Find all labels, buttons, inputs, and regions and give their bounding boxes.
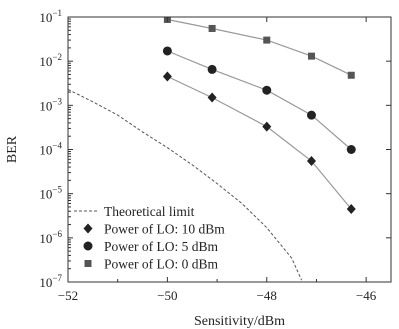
data-point <box>207 92 217 103</box>
series-3 <box>163 17 355 79</box>
data-point <box>262 85 272 95</box>
legend-swatch <box>84 260 92 267</box>
y-tick-label: 10−5 <box>39 185 62 202</box>
y-tick-label: 10−4 <box>39 141 62 158</box>
series-line <box>68 88 303 281</box>
data-point <box>307 52 315 60</box>
legend-swatch <box>83 241 93 251</box>
data-point <box>263 36 271 44</box>
series-line <box>167 50 352 150</box>
series-2 <box>162 46 356 154</box>
y-axis-title: BER <box>5 135 20 163</box>
y-tick-label: 10−2 <box>39 52 62 69</box>
data-point <box>162 71 172 82</box>
x-axis-title: Sensitivity/dBm <box>194 314 285 329</box>
y-tick-label: 10−1 <box>39 8 62 25</box>
x-tick-label: −48 <box>257 288 277 303</box>
series-line <box>167 75 352 210</box>
legend-swatch <box>83 223 93 234</box>
data-point <box>347 71 355 79</box>
x-tick-label: −46 <box>356 288 377 303</box>
legend-label: Power of LO: 5 dBm <box>104 239 218 254</box>
series-0 <box>68 88 303 281</box>
data-point <box>162 46 172 56</box>
legend-label: Power of LO: 10 dBm <box>104 222 225 237</box>
axis-layer: −52 −50 −48 −46 10−1 10−2 10−3 10−4 10−5 10−6 10−7 <box>39 8 391 303</box>
x-tick-label: −50 <box>157 288 177 303</box>
y-tick-label: 10−3 <box>39 96 62 113</box>
y-tick-label: 10−6 <box>39 229 62 246</box>
legend: Theoretical limit Power of LO: 10 dBm Powe… <box>74 204 225 272</box>
series-layer <box>68 17 356 281</box>
legend-label: Power of LO: 0 dBm <box>104 257 218 272</box>
data-point <box>306 155 316 166</box>
data-point <box>262 121 272 132</box>
series-1 <box>162 71 356 214</box>
data-point <box>208 24 216 32</box>
data-point <box>306 110 316 120</box>
data-point <box>207 64 217 74</box>
legend-label: Theoretical limit <box>104 204 195 219</box>
y-tick-label: 10−7 <box>39 273 62 290</box>
x-tick-label: −52 <box>58 288 78 303</box>
series-line <box>167 18 352 76</box>
data-point <box>346 145 356 154</box>
data-point <box>346 203 356 214</box>
